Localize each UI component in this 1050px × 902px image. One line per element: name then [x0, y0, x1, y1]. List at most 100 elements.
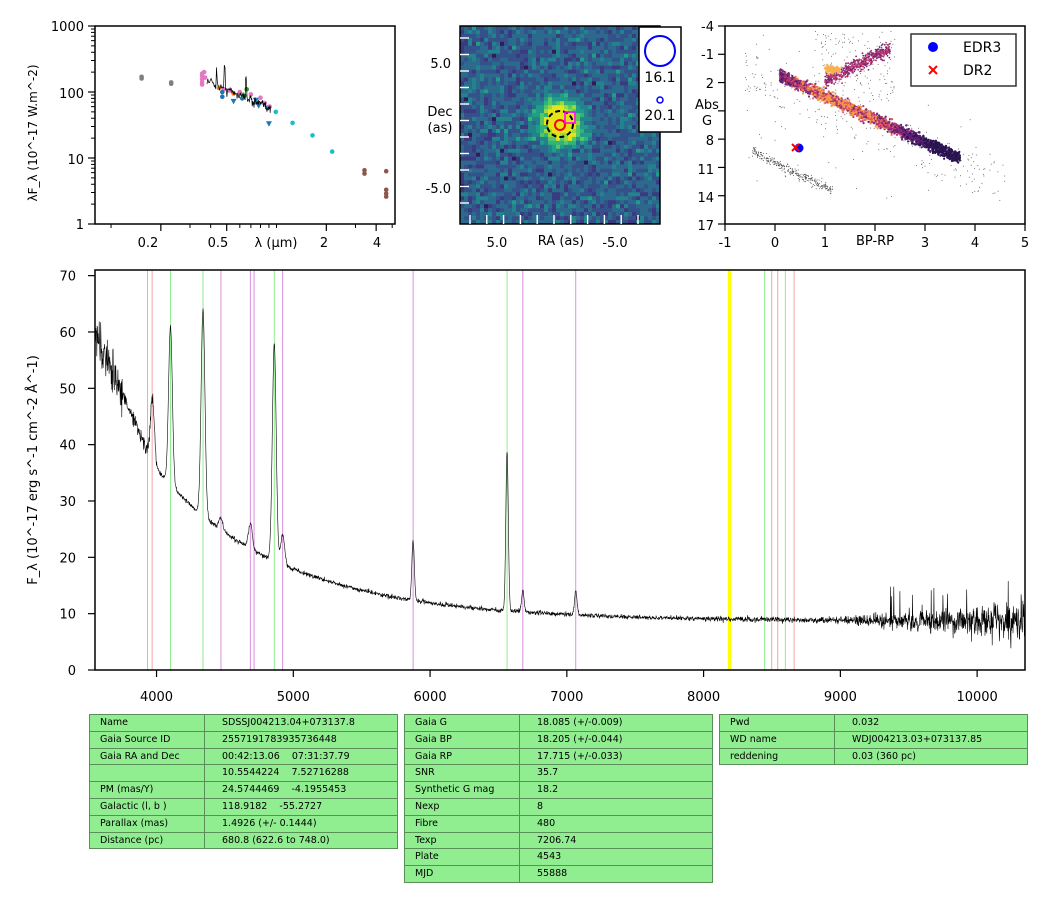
- sky-pixel: [584, 196, 589, 201]
- hr-density-dot: [884, 83, 886, 84]
- sky-pixel: [604, 192, 609, 197]
- sky-pixel: [604, 172, 609, 177]
- sky-pixel: [576, 113, 581, 118]
- sky-pixel: [472, 33, 477, 39]
- sky-pixel: [476, 129, 481, 134]
- sky-pixel: [600, 73, 605, 78]
- sky-pixel: [628, 65, 633, 70]
- sky-pixel: [592, 184, 597, 189]
- hr-density-dot: [815, 80, 817, 82]
- sky-pixel: [600, 117, 605, 122]
- hr-density-dot: [769, 94, 771, 96]
- sky-pixel: [532, 57, 537, 62]
- sky-pixel: [464, 208, 469, 213]
- hr-density-dot: [894, 39, 896, 41]
- hr-density-dot: [886, 97, 888, 99]
- hr-density-dot: [971, 181, 973, 183]
- sky-pixel: [500, 57, 505, 62]
- sky-pixel: [508, 188, 513, 193]
- sky-pixel: [504, 188, 509, 193]
- sky-pixel: [564, 61, 569, 66]
- hr-density-dot: [821, 188, 823, 190]
- sky-pixel: [564, 164, 569, 169]
- sky-pixel: [464, 140, 469, 146]
- sky-pixel: [556, 180, 561, 185]
- sky-pixel: [524, 148, 529, 154]
- sky-pixel: [512, 65, 517, 70]
- sky-pixel: [632, 117, 637, 122]
- sky-pixel: [592, 176, 597, 181]
- sky-pixel: [548, 61, 553, 66]
- sky-pixel: [580, 57, 585, 62]
- sky-pixel: [500, 188, 505, 193]
- sky-pixel: [492, 200, 497, 205]
- sky-pixel: [496, 164, 501, 169]
- sky-pixel: [596, 140, 601, 146]
- sky-pixel: [636, 212, 641, 217]
- sky-pixel: [616, 176, 621, 181]
- sky-pixel: [584, 156, 589, 161]
- sky-pixel: [492, 168, 497, 173]
- hr-density-dot: [834, 111, 836, 113]
- image-ylabel-line1: Dec: [427, 105, 452, 120]
- sky-pixel: [480, 172, 485, 177]
- sky-pixel: [508, 184, 513, 189]
- sky-pixel: [564, 117, 569, 122]
- sky-pixel: [652, 188, 657, 193]
- sky-pixel: [488, 89, 493, 94]
- sky-pixel: [560, 160, 565, 165]
- sky-pixel: [600, 121, 605, 126]
- sky-pixel: [464, 97, 469, 102]
- hr-density-dot: [911, 127, 913, 129]
- hr-density-dot: [814, 185, 816, 187]
- sky-pixel: [496, 77, 501, 82]
- sky-pixel: [524, 53, 529, 58]
- sky-pixel: [548, 180, 553, 185]
- hr-density-dot: [831, 188, 833, 190]
- sky-pixel: [516, 156, 521, 161]
- sky-pixel: [520, 176, 525, 181]
- hr-density-dot: [793, 170, 795, 172]
- sky-pixel: [592, 140, 597, 146]
- sky-pixel: [468, 49, 473, 55]
- sky-pixel: [552, 176, 557, 181]
- sky-pixel: [548, 125, 553, 130]
- sky-pixel: [472, 97, 477, 102]
- sky-pixel: [524, 220, 529, 225]
- sky-pixel: [628, 85, 633, 90]
- sky-pixel: [472, 164, 477, 169]
- sky-pixel: [508, 33, 513, 39]
- sky-pixel: [576, 37, 581, 43]
- sky-pixel: [464, 121, 469, 126]
- sky-pixel: [480, 101, 485, 106]
- hr-density-dot: [842, 94, 844, 96]
- sky-pixel: [540, 113, 545, 118]
- sky-pixel: [636, 30, 641, 35]
- sky-pixel: [548, 220, 553, 225]
- sky-pixel: [496, 144, 501, 150]
- sky-pixel: [480, 152, 485, 157]
- sky-pixel: [620, 208, 625, 213]
- sky-pixel: [604, 65, 609, 70]
- sky-pixel: [612, 121, 617, 126]
- sed-point-10: [202, 75, 208, 80]
- sky-pixel: [628, 212, 633, 217]
- sky-pixel: [500, 196, 505, 201]
- sky-pixel: [616, 212, 621, 217]
- sky-pixel: [520, 121, 525, 126]
- sky-pixel: [564, 89, 569, 94]
- sky-pixel: [652, 172, 657, 177]
- sky-pixel: [572, 136, 577, 142]
- sky-pixel: [608, 121, 613, 126]
- hr-density-dot: [887, 70, 889, 72]
- sky-pixel: [472, 208, 477, 213]
- sky-pixel: [632, 93, 637, 98]
- sed-upper-limit-3: [230, 98, 237, 105]
- sky-pixel: [492, 216, 497, 221]
- sky-pixel: [552, 156, 557, 161]
- sky-pixel: [624, 73, 629, 78]
- sky-pixel: [528, 49, 533, 55]
- sky-pixel: [476, 204, 481, 209]
- sky-pixel: [476, 152, 481, 157]
- sky-pixel: [520, 49, 525, 55]
